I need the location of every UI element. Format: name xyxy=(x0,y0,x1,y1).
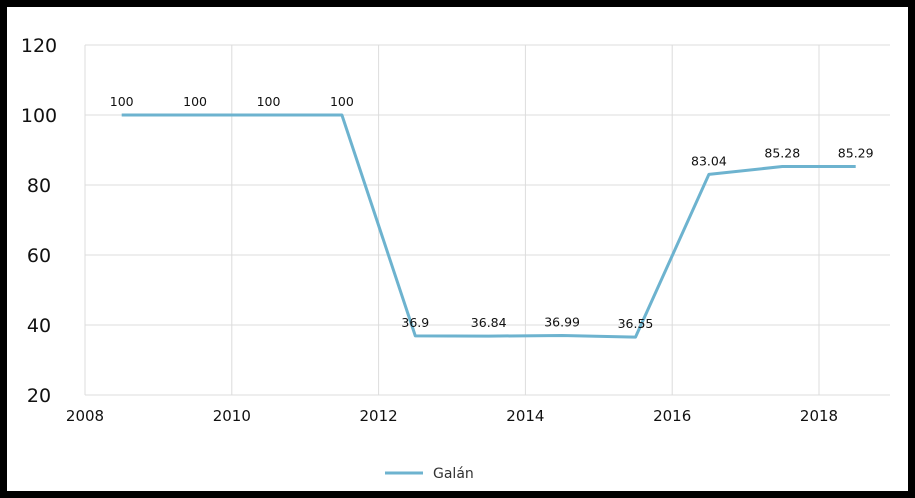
data-label-9: 85.28 xyxy=(764,146,800,161)
legend-label-galan: Galán xyxy=(433,466,474,482)
data-label-3: 100 xyxy=(330,94,354,109)
x-axis-tick-labels: 2008 2010 2012 2014 2016 2018 xyxy=(66,407,838,425)
x-tick-label-2016: 2016 xyxy=(653,407,691,425)
y-tick-label-40: 40 xyxy=(27,315,51,337)
data-label-5: 36.84 xyxy=(471,315,507,330)
x-tick-label-2012: 2012 xyxy=(360,407,398,425)
data-label-1: 100 xyxy=(183,94,207,109)
x-tick-label-2014: 2014 xyxy=(506,407,544,425)
x-tick-label-2008: 2008 xyxy=(66,407,104,425)
y-tick-label-80: 80 xyxy=(27,175,51,197)
data-label-6: 36.99 xyxy=(544,315,580,330)
y-tick-label-100: 100 xyxy=(21,105,57,127)
data-label-8: 83.04 xyxy=(691,153,727,168)
y-tick-label-20: 20 xyxy=(27,385,51,407)
data-label-2: 100 xyxy=(257,94,281,109)
y-tick-label-60: 60 xyxy=(27,245,51,267)
chart-frame: 20 40 60 80 100 120 2008 2010 2012 2014 2016 2018 … xyxy=(7,7,908,491)
legend: Galán xyxy=(385,466,474,482)
series-line-0 xyxy=(121,113,856,339)
data-labels: 100 100 100 100 36.9 36.84 36.99 36.55 83.04 85.2… xyxy=(110,94,874,331)
y-tick-label-120: 120 xyxy=(21,35,57,57)
y-axis-tick-labels: 20 40 60 80 100 120 xyxy=(21,35,57,407)
x-tick-label-2018: 2018 xyxy=(800,407,838,425)
data-label-0: 100 xyxy=(110,94,134,109)
x-tick-label-2010: 2010 xyxy=(213,407,251,425)
data-label-10: 85.29 xyxy=(838,145,874,160)
data-label-7: 36.55 xyxy=(618,316,654,331)
series-galan xyxy=(121,113,856,339)
data-label-4: 36.9 xyxy=(401,315,429,330)
